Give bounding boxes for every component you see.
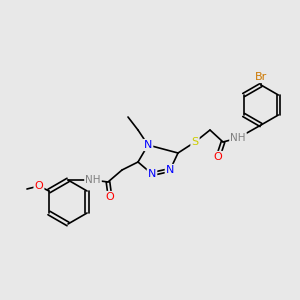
- Text: N: N: [148, 169, 156, 179]
- Text: Br: Br: [255, 72, 267, 82]
- Text: N: N: [144, 140, 152, 150]
- Text: N: N: [166, 165, 174, 175]
- Text: NH: NH: [230, 133, 246, 143]
- Text: O: O: [34, 181, 43, 191]
- Text: S: S: [191, 137, 199, 147]
- Text: NH: NH: [85, 175, 101, 185]
- Text: O: O: [214, 152, 222, 162]
- Text: O: O: [106, 192, 114, 202]
